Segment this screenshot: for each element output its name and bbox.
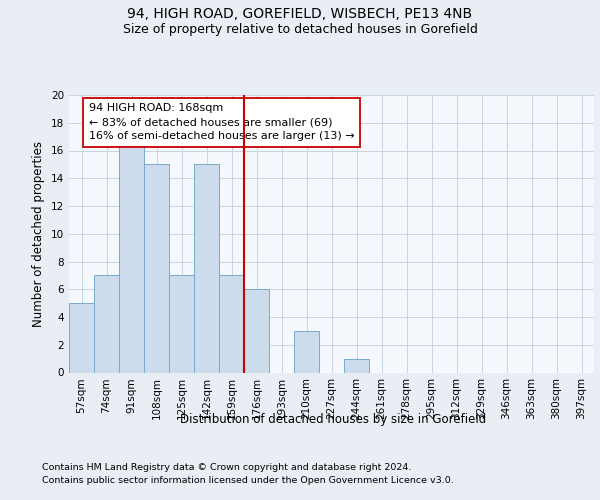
- Text: 94, HIGH ROAD, GOREFIELD, WISBECH, PE13 4NB: 94, HIGH ROAD, GOREFIELD, WISBECH, PE13 …: [127, 8, 473, 22]
- Bar: [244, 289, 269, 372]
- Bar: [69, 303, 94, 372]
- Text: Contains public sector information licensed under the Open Government Licence v3: Contains public sector information licen…: [42, 476, 454, 485]
- Text: Size of property relative to detached houses in Gorefield: Size of property relative to detached ho…: [122, 22, 478, 36]
- Bar: [94, 276, 119, 372]
- Bar: [119, 136, 144, 372]
- Bar: [169, 276, 194, 372]
- Bar: [194, 164, 219, 372]
- Bar: [219, 276, 244, 372]
- Text: Distribution of detached houses by size in Gorefield: Distribution of detached houses by size …: [180, 412, 486, 426]
- Bar: [344, 358, 369, 372]
- Text: Contains HM Land Registry data © Crown copyright and database right 2024.: Contains HM Land Registry data © Crown c…: [42, 462, 412, 471]
- Bar: [294, 331, 319, 372]
- Bar: [144, 164, 169, 372]
- Y-axis label: Number of detached properties: Number of detached properties: [32, 141, 46, 327]
- Text: 94 HIGH ROAD: 168sqm
← 83% of detached houses are smaller (69)
16% of semi-detac: 94 HIGH ROAD: 168sqm ← 83% of detached h…: [89, 104, 355, 142]
